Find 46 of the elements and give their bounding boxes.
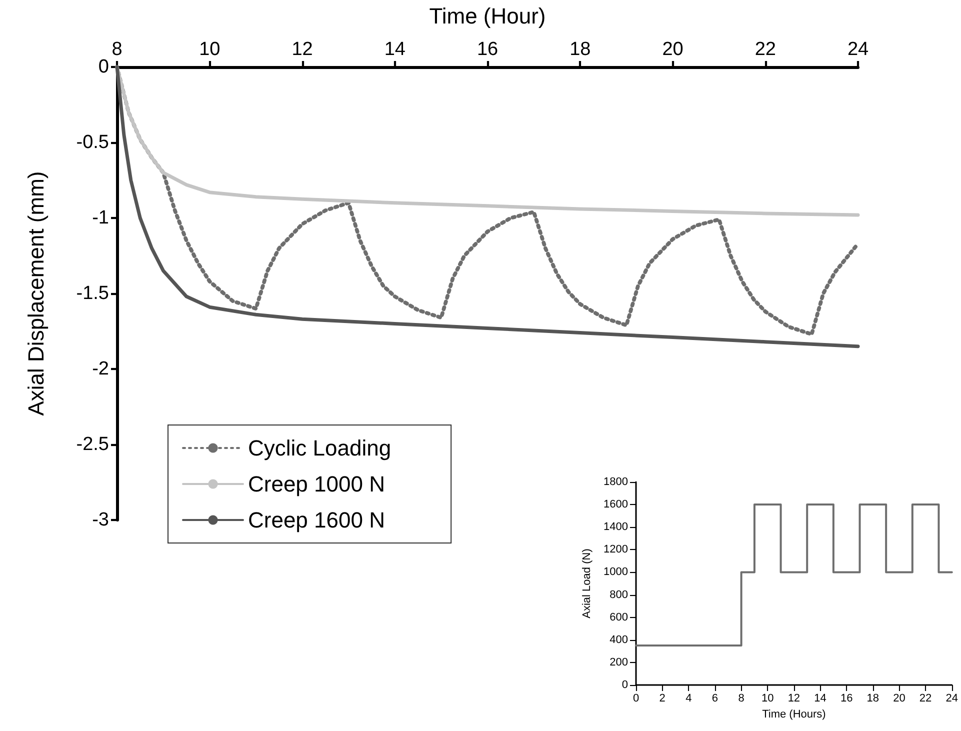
y-tick-label: -2.5 xyxy=(76,434,109,455)
x-tick-label: 24 xyxy=(847,39,869,60)
legend-label: Creep 1000 N xyxy=(248,472,385,496)
x-tick-label: 12 xyxy=(788,692,800,704)
x-tick-label: 10 xyxy=(199,39,220,60)
x-tick-label: 24 xyxy=(946,692,958,704)
x-tick-label: 10 xyxy=(761,692,774,704)
y-tick-label: 0 xyxy=(98,56,109,78)
y-tick-label: 800 xyxy=(610,588,628,601)
y-tick-label: -1.5 xyxy=(76,283,109,304)
y-tick-label: 200 xyxy=(610,656,628,668)
x-tick-label: 16 xyxy=(840,692,853,704)
y-tick-label: 0 xyxy=(622,679,628,691)
y-tick-label: -3 xyxy=(92,510,109,530)
x-tick-label: 8 xyxy=(112,39,122,60)
y-tick-label: 1600 xyxy=(604,498,628,511)
legend-label: Cyclic Loading xyxy=(248,436,392,460)
x-tick-label: 20 xyxy=(662,39,684,60)
y-tick-label: 1800 xyxy=(604,476,628,488)
y-tick-label: 600 xyxy=(610,611,628,624)
y-tick-label: -1 xyxy=(92,208,109,228)
x-tick-label: 22 xyxy=(919,692,932,704)
y-tick-label: 400 xyxy=(610,634,628,646)
x-tick-label: 18 xyxy=(866,692,880,704)
x-tick-label: 8 xyxy=(738,692,744,704)
x-tick-label: 16 xyxy=(476,39,498,60)
y-tick-label: 1200 xyxy=(604,544,628,556)
x-tick-label: 2 xyxy=(659,692,666,704)
x-axis-title: Time (Hour) xyxy=(429,4,546,28)
x-tick-label: 14 xyxy=(814,692,826,704)
x-tick-label: 20 xyxy=(893,692,906,704)
y-axis-title: Axial Load (N) xyxy=(581,548,594,618)
x-tick-label: 14 xyxy=(384,39,406,60)
y-tick-label: -2 xyxy=(92,358,109,380)
y-tick-label: 1400 xyxy=(604,521,628,534)
y-axis-title: Axial Displacement (mm) xyxy=(24,171,48,416)
x-tick-label: 18 xyxy=(570,39,591,60)
y-tick-label: 1000 xyxy=(604,566,628,578)
x-tick-label: 4 xyxy=(686,692,692,704)
legend-label: Creep 1600 N xyxy=(248,508,385,532)
x-tick-label: 6 xyxy=(712,692,718,704)
x-tick-label: 0 xyxy=(632,692,640,704)
y-tick-label: -0.5 xyxy=(76,132,109,153)
x-tick-label: 12 xyxy=(292,39,313,60)
x-axis-title: Time (Hours) xyxy=(762,708,826,720)
x-tick-label: 22 xyxy=(754,39,776,60)
